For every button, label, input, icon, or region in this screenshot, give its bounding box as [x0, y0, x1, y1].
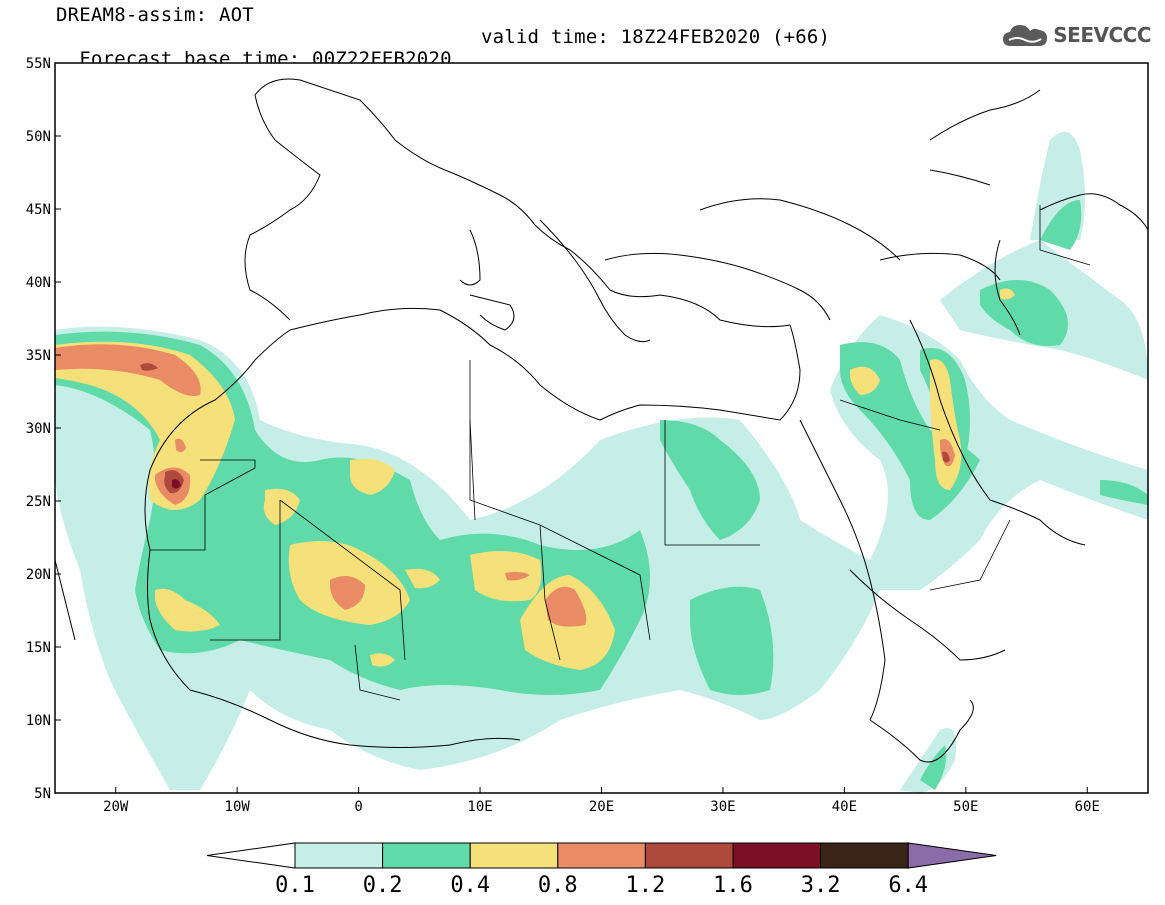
lon-label-0: 0 [354, 799, 362, 815]
colorbar-label: 6.4 [888, 873, 929, 898]
lat-label-30n: 30N [26, 421, 51, 437]
lat-label-15n: 15N [26, 640, 51, 656]
colorbar-label: 1.2 [625, 873, 666, 898]
lat-label-35n: 35N [26, 348, 51, 364]
lon-label-20e: 20E [589, 799, 614, 815]
latitude-labels: 55N 50N 45N 40N 35N 30N 25N 20N 15N 10N 5N [26, 56, 51, 802]
colorbar-over-triangle [907, 842, 997, 869]
lon-label-30e: 30E [710, 799, 735, 815]
lat-label-25n: 25N [26, 494, 51, 510]
valid-time-label: valid time: 18Z24FEB2020 (+66) [481, 26, 831, 48]
lon-label-50e: 50E [953, 799, 978, 815]
coastlines [55, 78, 1148, 763]
political-borders [150, 205, 1091, 701]
colorbar-box [469, 842, 559, 869]
lon-label-10w: 10W [225, 799, 251, 815]
colorbar-under-triangle [206, 842, 296, 869]
seevccc-logo: SEEVCCC [1001, 22, 1151, 48]
colorbar-box [732, 842, 822, 869]
aot-band-0.8 [55, 344, 955, 627]
colorbar-label: 0.2 [362, 873, 403, 898]
colorbar-label: 0.4 [450, 873, 491, 898]
lat-label-50n: 50N [26, 129, 51, 145]
colorbar-box [557, 842, 646, 869]
lat-label-55n: 55N [26, 56, 51, 72]
lon-label-10e: 10E [467, 799, 492, 815]
lat-label-20n: 20N [26, 567, 51, 583]
lat-label-40n: 40N [26, 275, 51, 291]
lat-label-45n: 45N [26, 202, 51, 218]
axis-ticks [55, 62, 1088, 794]
colorbar-label: 0.1 [275, 873, 315, 898]
lat-label-10n: 10N [26, 713, 51, 729]
logo-text: SEEVCCC [1053, 23, 1151, 47]
colorbar-box [382, 842, 471, 869]
map-title: DREAM8-assim: AOT [56, 4, 254, 26]
colorbar-label: 1.6 [713, 873, 753, 898]
colorbar-label: 0.8 [537, 873, 578, 898]
colorbar-label: 3.2 [800, 873, 841, 898]
colorbar-box [644, 842, 734, 869]
lon-label-60e: 60E [1075, 799, 1100, 815]
colorbar-box [294, 842, 384, 869]
cloud-icon [1003, 25, 1048, 46]
lat-label-5n: 5N [34, 786, 51, 802]
aot-field [55, 132, 1148, 793]
longitude-labels: 20W 10W 0 10E 20E 30E 40E 50E 60E [103, 799, 1100, 815]
lon-label-40e: 40E [832, 799, 857, 815]
aot-band-1.6 [172, 479, 181, 489]
lon-label-20w: 20W [103, 799, 129, 815]
colorbar-box [820, 842, 909, 869]
colorbar [206, 842, 997, 869]
